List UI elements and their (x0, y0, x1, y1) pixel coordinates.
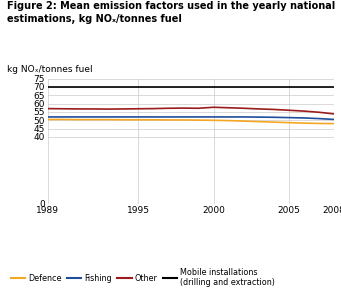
Mobile installations
(drilling and extraction) (106, 85, 110, 89)
Fishing (106, 115, 110, 119)
Other (272, 108, 276, 111)
Other (211, 106, 216, 109)
Defence (76, 118, 80, 121)
Mobile installations
(drilling and extraction) (332, 85, 336, 89)
Fishing (227, 115, 231, 119)
Defence (272, 120, 276, 124)
Mobile installations
(drilling and extraction) (257, 85, 261, 89)
Mobile installations
(drilling and extraction) (76, 85, 80, 89)
Text: kg NOₓ/tonnes fuel: kg NOₓ/tonnes fuel (7, 65, 92, 74)
Mobile installations
(drilling and extraction) (211, 85, 216, 89)
Fishing (272, 116, 276, 119)
Mobile installations
(drilling and extraction) (61, 85, 65, 89)
Fishing (242, 115, 246, 119)
Other (196, 107, 201, 110)
Fishing (76, 115, 80, 119)
Fishing (211, 115, 216, 119)
Defence (181, 118, 186, 122)
Legend: Defence, Fishing, Other, Mobile installations
(drilling and extraction): Defence, Fishing, Other, Mobile installa… (11, 267, 275, 287)
Fishing (317, 117, 321, 120)
Other (242, 107, 246, 110)
Fishing (61, 115, 65, 119)
Other (332, 112, 336, 116)
Other (227, 106, 231, 109)
Defence (61, 118, 65, 121)
Defence (91, 118, 95, 121)
Fishing (287, 116, 291, 119)
Mobile installations
(drilling and extraction) (46, 85, 50, 89)
Other (287, 109, 291, 112)
Other (166, 107, 170, 110)
Other (61, 107, 65, 111)
Mobile installations
(drilling and extraction) (121, 85, 125, 89)
Fishing (151, 115, 155, 119)
Mobile installations
(drilling and extraction) (196, 85, 201, 89)
Other (302, 109, 306, 113)
Fishing (91, 115, 95, 119)
Defence (242, 119, 246, 123)
Mobile installations
(drilling and extraction) (317, 85, 321, 89)
Other (136, 107, 140, 111)
Defence (151, 118, 155, 122)
Mobile installations
(drilling and extraction) (227, 85, 231, 89)
Other (151, 107, 155, 110)
Fishing (46, 115, 50, 119)
Other (121, 107, 125, 111)
Mobile installations
(drilling and extraction) (287, 85, 291, 89)
Other (257, 107, 261, 111)
Defence (46, 118, 50, 121)
Other (106, 107, 110, 111)
Mobile installations
(drilling and extraction) (136, 85, 140, 89)
Fishing (302, 116, 306, 120)
Line: Defence: Defence (48, 119, 334, 124)
Defence (196, 118, 201, 122)
Defence (257, 120, 261, 123)
Mobile installations
(drilling and extraction) (166, 85, 170, 89)
Fishing (196, 115, 201, 119)
Other (76, 107, 80, 111)
Defence (121, 118, 125, 122)
Mobile installations
(drilling and extraction) (272, 85, 276, 89)
Line: Other: Other (48, 107, 334, 114)
Text: Figure 2: Mean emission factors used in the yearly national
estimations, kg NOₓ/: Figure 2: Mean emission factors used in … (7, 1, 335, 24)
Mobile installations
(drilling and extraction) (242, 85, 246, 89)
Mobile installations
(drilling and extraction) (181, 85, 186, 89)
Defence (166, 118, 170, 122)
Fishing (257, 115, 261, 119)
Fishing (332, 118, 336, 121)
Defence (136, 118, 140, 122)
Line: Fishing: Fishing (48, 117, 334, 119)
Other (181, 106, 186, 110)
Defence (227, 119, 231, 122)
Mobile installations
(drilling and extraction) (302, 85, 306, 89)
Defence (211, 118, 216, 122)
Mobile installations
(drilling and extraction) (91, 85, 95, 89)
Defence (332, 122, 336, 125)
Mobile installations
(drilling and extraction) (151, 85, 155, 89)
Other (317, 111, 321, 114)
Defence (287, 121, 291, 124)
Fishing (166, 115, 170, 119)
Other (46, 107, 50, 110)
Defence (317, 122, 321, 125)
Fishing (136, 115, 140, 119)
Fishing (121, 115, 125, 119)
Fishing (181, 115, 186, 119)
Defence (302, 121, 306, 125)
Defence (106, 118, 110, 121)
Other (91, 107, 95, 111)
